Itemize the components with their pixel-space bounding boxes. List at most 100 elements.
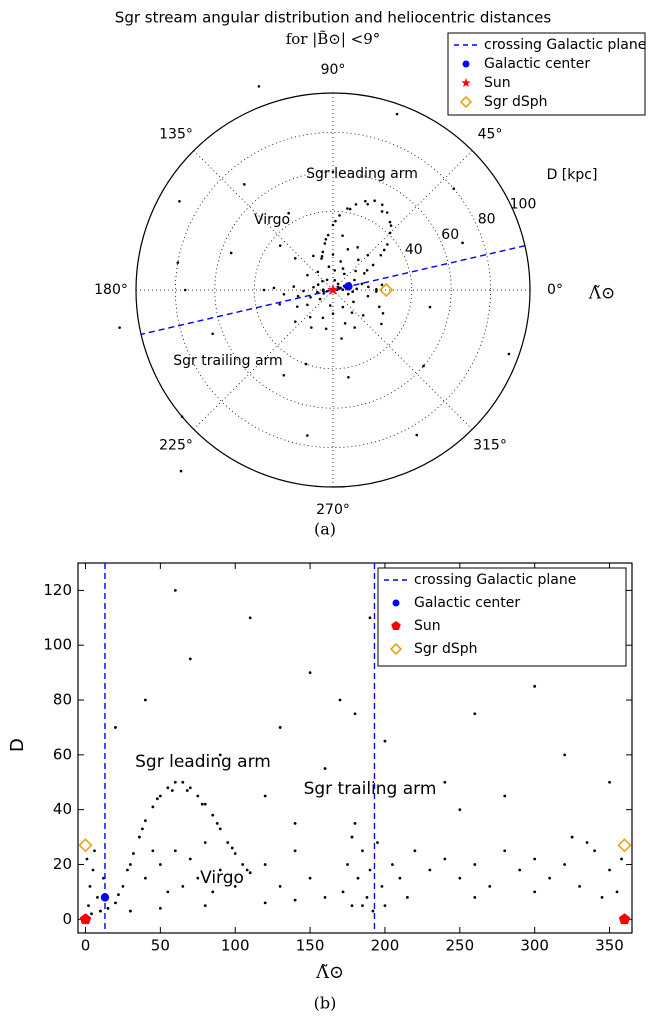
star-point <box>585 841 589 844</box>
x-tick-label: 100 <box>221 937 250 955</box>
star-point <box>248 616 252 620</box>
theta-tick-label: 225° <box>159 438 193 454</box>
star-point <box>325 278 329 282</box>
star-point <box>382 248 386 252</box>
star-point <box>503 794 507 798</box>
star-point <box>308 315 312 319</box>
star-point <box>183 288 187 292</box>
point-marker <box>100 893 110 902</box>
star-point <box>373 199 376 203</box>
y-tick-label: 20 <box>53 855 72 873</box>
star-point <box>507 352 511 356</box>
legend-marker <box>461 78 471 88</box>
star-point <box>129 863 132 866</box>
grid-spoke <box>332 150 473 291</box>
star-point <box>203 802 207 806</box>
x-tick-label: 300 <box>520 937 549 955</box>
star-point <box>326 233 330 237</box>
star-point <box>341 267 345 270</box>
theta-tick-label: 90° <box>321 62 346 78</box>
star-point <box>229 251 233 255</box>
star-point <box>366 294 370 298</box>
star-point <box>321 316 325 320</box>
star-point <box>533 890 537 894</box>
star-point <box>391 863 394 866</box>
star-point <box>343 322 347 325</box>
star-point <box>600 895 604 899</box>
point-marker <box>617 838 632 853</box>
star-point <box>121 885 125 888</box>
star-point <box>278 885 282 888</box>
star-point <box>331 223 335 227</box>
star-point <box>341 234 344 237</box>
star-point <box>309 296 312 299</box>
star-point <box>203 841 207 844</box>
theta-tick-label: 45° <box>478 126 503 142</box>
star-point <box>371 909 375 913</box>
star-point <box>292 285 296 288</box>
star-point <box>129 909 132 913</box>
star-point <box>282 374 286 377</box>
star-point <box>388 220 392 224</box>
star-point <box>278 302 282 306</box>
star-point <box>118 326 121 329</box>
star-point <box>88 885 92 888</box>
star-point <box>339 286 342 290</box>
star-point <box>368 616 372 620</box>
legend-box <box>377 567 627 667</box>
star-point <box>233 852 237 855</box>
star-point <box>341 288 345 291</box>
star-point <box>383 904 387 907</box>
star-point <box>353 326 356 329</box>
star-point <box>306 273 309 277</box>
star-point <box>563 753 567 757</box>
star-point <box>361 849 364 853</box>
star-point <box>357 258 360 262</box>
y-tick-label: 0 <box>62 910 72 928</box>
x-tick-label: 0 <box>81 937 91 955</box>
star-point <box>383 739 387 743</box>
star-point <box>395 112 399 116</box>
chart-title: Sgr stream angular distribution and heli… <box>115 9 552 27</box>
star-point <box>293 849 297 853</box>
star-point <box>443 780 447 784</box>
star-point <box>406 895 409 899</box>
star-point <box>321 288 325 291</box>
star-point <box>278 244 282 247</box>
star-point <box>356 246 359 249</box>
star-point <box>324 237 328 241</box>
annotation: Virgo <box>200 868 244 888</box>
star-point <box>173 849 177 853</box>
star-point <box>331 253 335 256</box>
star-point <box>102 876 105 880</box>
star-point <box>180 415 184 418</box>
theta-tick-label: 315° <box>473 438 507 454</box>
star-point <box>137 835 141 839</box>
x-tick-label: 200 <box>371 937 400 955</box>
star-point <box>348 207 352 211</box>
star-point <box>452 187 456 190</box>
r-tick-label: 40 <box>405 242 423 258</box>
star-point <box>200 802 204 806</box>
star-point <box>386 243 389 246</box>
x-axis-label: Λ̃⊙ <box>315 962 344 983</box>
legend-label: crossing Galactic plane <box>484 37 646 53</box>
star-point <box>570 835 574 839</box>
star-point <box>233 885 237 888</box>
star-point <box>366 253 370 257</box>
star-point <box>203 904 207 907</box>
star-point <box>218 868 222 872</box>
theta-axis-label: Λ̃⊙ <box>588 284 616 304</box>
star-point <box>99 909 102 913</box>
star-point <box>341 305 345 309</box>
star-point <box>328 304 332 307</box>
star-point <box>181 885 185 888</box>
star-point <box>320 254 324 258</box>
star-point <box>114 726 117 729</box>
star-point <box>293 257 297 260</box>
legend-label: Galactic center <box>484 56 590 72</box>
star-point <box>114 901 117 905</box>
star-point <box>211 890 215 894</box>
star-point <box>312 254 315 258</box>
